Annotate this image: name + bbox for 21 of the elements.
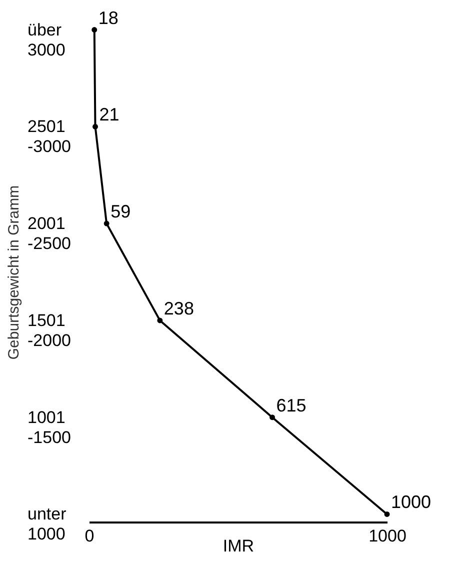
data-label: 238 bbox=[164, 298, 194, 318]
x-tick-label: 0 bbox=[84, 526, 94, 546]
x-axis-title: IMR bbox=[222, 536, 254, 556]
y-tick-label: 2501 -3000 bbox=[28, 117, 71, 156]
point bbox=[92, 27, 98, 32]
data-label: 21 bbox=[99, 104, 120, 125]
point bbox=[92, 124, 98, 130]
point bbox=[104, 220, 110, 226]
y-axis-title: Geburtsgewicht in Gramm bbox=[6, 185, 22, 360]
y-tick-label: über 3000 bbox=[28, 20, 66, 60]
y-tick-label: 2001 -2500 bbox=[28, 214, 71, 254]
data-label: 59 bbox=[110, 202, 131, 222]
y-tick-label: unter 1000 bbox=[28, 504, 67, 544]
y-tick-label: 1501 -2000 bbox=[28, 310, 71, 350]
point bbox=[270, 414, 276, 420]
data-label: 18 bbox=[98, 8, 118, 28]
point bbox=[157, 318, 163, 324]
data-label: 1000 bbox=[391, 492, 432, 512]
y-tick-label: 1001 -1500 bbox=[28, 408, 71, 447]
data-label: 615 bbox=[276, 395, 306, 416]
point bbox=[384, 512, 390, 517]
